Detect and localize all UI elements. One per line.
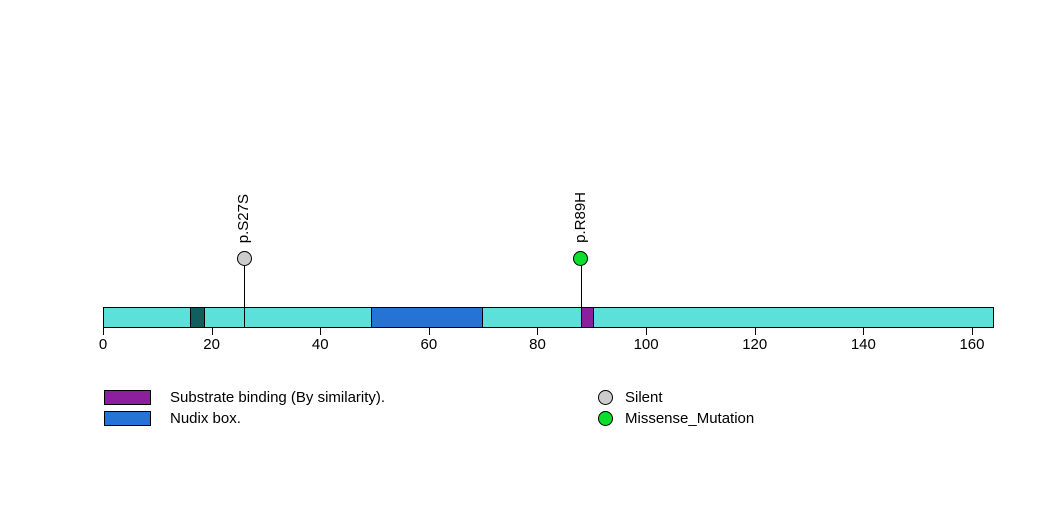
- nudix-box-label: Nudix box.: [170, 410, 241, 427]
- silent-label: Silent: [625, 389, 663, 406]
- domain-legend-row-nudix-box: Nudix box.: [104, 410, 241, 427]
- axis-tick-label-20: 20: [203, 336, 220, 353]
- nudix-box-swatch: [104, 411, 151, 426]
- substrate-binding-swatch: [104, 390, 151, 405]
- protein-bar: [103, 307, 994, 328]
- axis-tick-label-60: 60: [420, 336, 438, 353]
- mutation-label-p-s27s: p.S27S: [235, 193, 253, 243]
- axis-tick-label-120: 120: [742, 336, 768, 353]
- axis-tick-140: [863, 328, 865, 335]
- axis-tick-label-0: 0: [98, 336, 108, 353]
- axis-tick-100: [646, 328, 648, 335]
- silent-circle-icon: [598, 390, 613, 405]
- domain-legend-row-substrate-binding: Substrate binding (By similarity).: [104, 389, 385, 406]
- missense-circle-icon: [598, 411, 613, 426]
- axis-tick-label-40: 40: [311, 336, 329, 353]
- mutation-legend-row-silent: Silent: [598, 389, 663, 406]
- domain-nudix-box: [370, 307, 484, 328]
- axis-tick-label-80: 80: [529, 336, 546, 353]
- axis-tick-20: [211, 328, 213, 335]
- axis-tick-80: [537, 328, 539, 335]
- axis-tick-120: [754, 328, 756, 335]
- axis-tick-0: [103, 328, 104, 335]
- domain-dark-site: [189, 307, 206, 328]
- domain-substrate-binding: [580, 307, 595, 328]
- mutation-stick-p-r89h: [580, 258, 582, 328]
- mutation-circle-p-r89h: [573, 250, 589, 266]
- axis-tick-label-160: 160: [959, 336, 985, 353]
- axis-tick-160: [971, 328, 973, 335]
- mutation-stick-p-s27s: [244, 258, 246, 328]
- axis-tick-label-140: 140: [850, 336, 876, 353]
- mutation-legend-row-missense: Missense_Mutation: [598, 410, 754, 427]
- axis-tick-label-100: 100: [633, 336, 659, 353]
- axis-tick-40: [320, 328, 322, 335]
- missense-label: Missense_Mutation: [625, 410, 755, 427]
- axis-tick-60: [428, 328, 430, 335]
- mutation-circle-p-s27s: [236, 250, 252, 266]
- substrate-binding-label: Substrate binding (By similarity).: [170, 389, 386, 406]
- mutation-label-p-r89h: p.R89H: [571, 192, 589, 243]
